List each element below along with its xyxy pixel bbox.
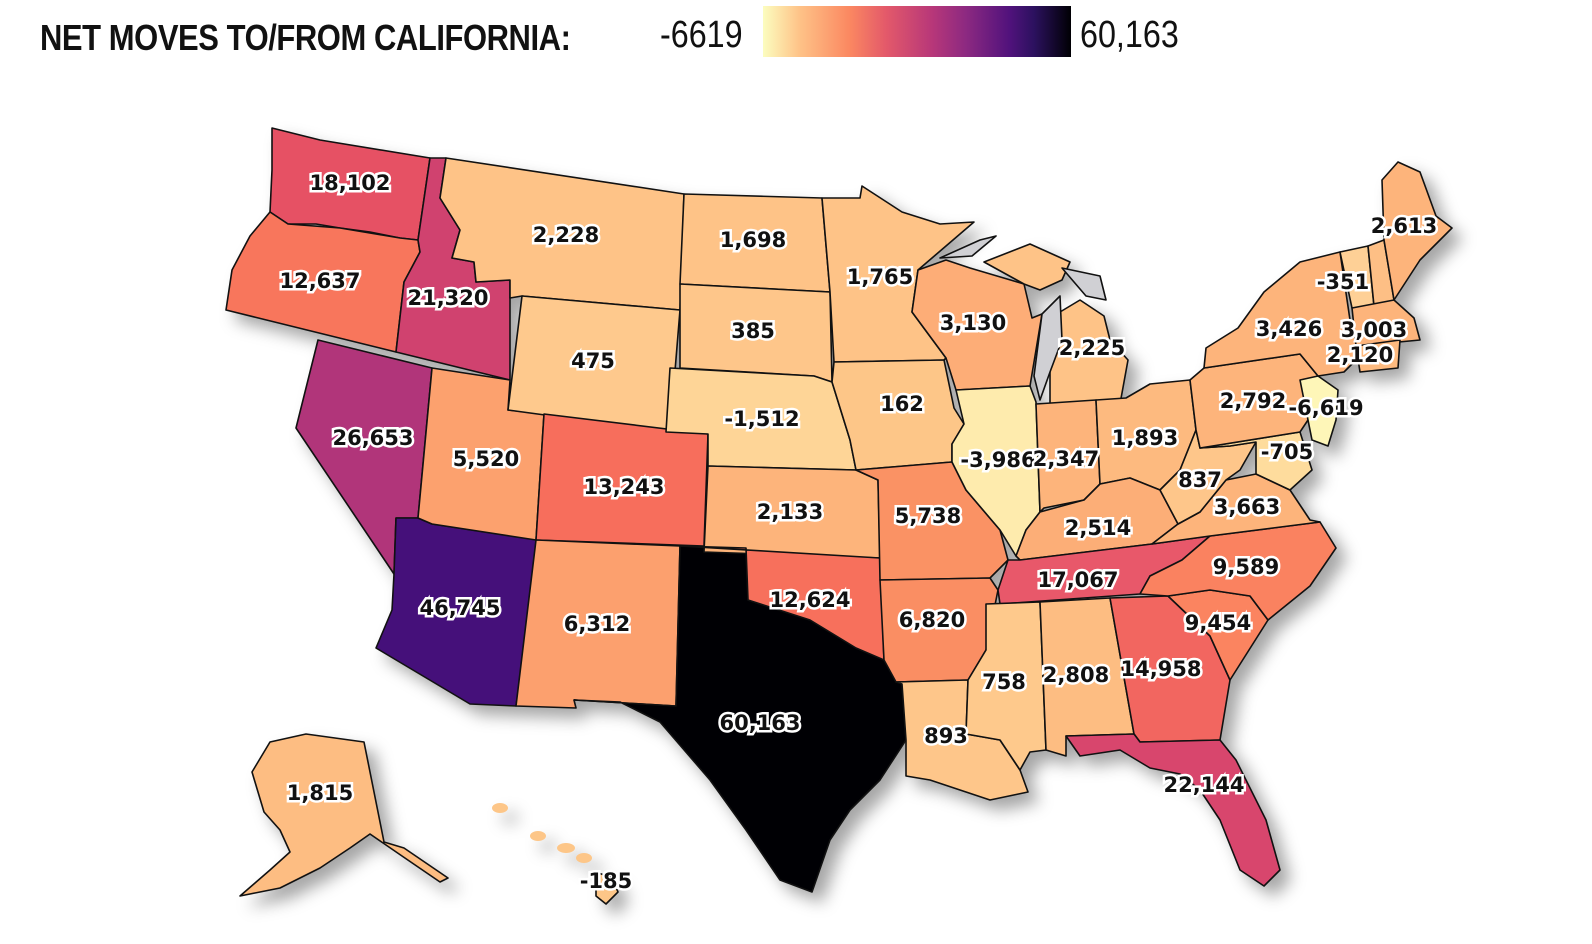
label-PA: 2,792 <box>1220 389 1286 413</box>
label-GA: 14,958 <box>1120 657 1201 681</box>
label-MT: 2,228 <box>533 223 599 247</box>
label-OR: 12,637 <box>279 269 360 293</box>
state-NJ[interactable] <box>1299 375 1339 447</box>
label-IA: 162 <box>880 392 924 416</box>
state-ME[interactable] <box>1381 161 1453 301</box>
label-ND: 1,698 <box>720 228 786 252</box>
state-MI-UP[interactable] <box>983 243 1071 291</box>
label-AR: 6,820 <box>899 608 965 632</box>
label-WV: 837 <box>1178 468 1222 492</box>
label-MN: 1,765 <box>847 265 913 289</box>
label-SC: 9,454 <box>1185 611 1251 635</box>
label-CO: 13,243 <box>583 475 664 499</box>
state-shapes <box>225 127 1453 905</box>
state-MD[interactable] <box>1199 431 1313 491</box>
label-NY: 3,426 <box>1256 317 1322 341</box>
state-NC[interactable] <box>1139 521 1337 621</box>
label-NC: 9,589 <box>1213 555 1279 579</box>
label-NE: -1,512 <box>724 407 799 431</box>
label-NM: 6,312 <box>564 612 630 636</box>
label-MS: 758 <box>982 670 1026 694</box>
label-AZ: 46,745 <box>419 596 500 620</box>
label-MA: 3,003 <box>1341 318 1407 342</box>
label-AL: 2,808 <box>1043 663 1109 687</box>
label-NJ: -6,619 <box>1288 396 1363 420</box>
label-VT: -351 <box>1317 270 1370 294</box>
state-AK[interactable] <box>239 733 449 897</box>
label-LA: 893 <box>924 724 968 748</box>
label-AK: 1,815 <box>287 781 353 805</box>
label-ME: 2,613 <box>1371 214 1437 238</box>
label-OH: 1,893 <box>1112 426 1178 450</box>
label-WA: 18,102 <box>309 171 390 195</box>
label-WY: 475 <box>571 349 615 373</box>
great-lakes <box>939 235 1107 401</box>
legend-min-label: -6619 <box>660 14 743 56</box>
label-IN: 2,347 <box>1033 447 1099 471</box>
label-KY: 2,514 <box>1065 516 1131 540</box>
state-value-labels: 18,102 12,637 21,320 26,653 46,745 5,520… <box>277 169 1440 896</box>
state-MA[interactable] <box>1351 299 1421 347</box>
label-TN: 17,067 <box>1037 568 1118 592</box>
label-MO: 5,738 <box>895 504 961 528</box>
label-MD: -705 <box>1261 440 1314 464</box>
state-HI[interactable] <box>492 803 619 905</box>
color-legend-bar <box>763 6 1071 57</box>
label-NV: 26,653 <box>332 426 413 450</box>
label-WI: 3,130 <box>940 311 1006 335</box>
state-FL[interactable] <box>1065 733 1281 887</box>
label-OK: 12,624 <box>769 588 850 612</box>
label-UT: 5,520 <box>453 447 519 471</box>
map-header: NET MOVES TO/FROM CALIFORNIA: <box>40 14 657 62</box>
label-FL: 22,144 <box>1163 773 1244 797</box>
label-IL: -3,986 <box>960 448 1035 472</box>
label-SD: 385 <box>731 319 775 343</box>
label-KS: 2,133 <box>757 500 823 524</box>
label-MI: 2,225 <box>1059 336 1125 360</box>
label-TX: 60,163 <box>719 711 800 735</box>
label-HI: -185 <box>580 869 633 893</box>
label-VA: 3,663 <box>1214 495 1280 519</box>
map-title: NET MOVES TO/FROM CALIFORNIA: <box>40 17 571 58</box>
state-NY[interactable] <box>1203 251 1361 377</box>
legend-max-label: 60,163 <box>1080 14 1179 56</box>
label-ID: 21,320 <box>407 286 488 310</box>
label-CT: 2,120 <box>1327 343 1393 367</box>
state-CT[interactable] <box>1355 339 1401 373</box>
state-IL[interactable] <box>951 385 1041 557</box>
